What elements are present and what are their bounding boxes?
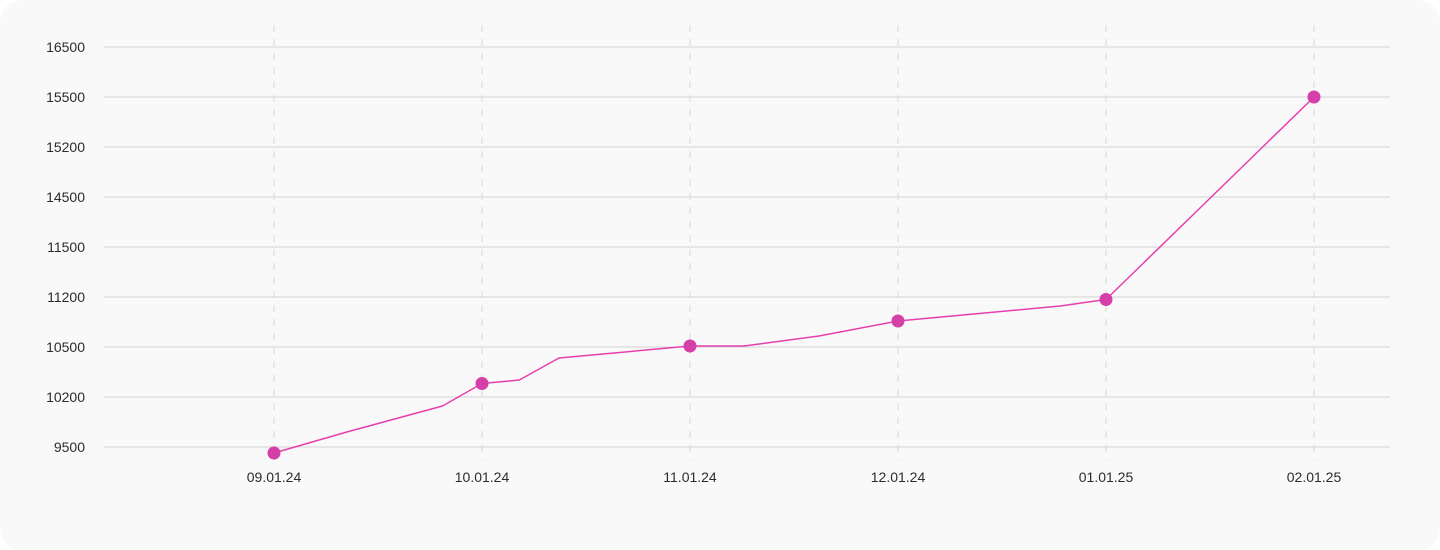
data-point	[1099, 293, 1113, 306]
data-point	[475, 377, 489, 390]
y-tick-label: 16500	[46, 39, 85, 55]
data-point	[1307, 90, 1321, 104]
y-tick-label: 11200	[47, 289, 85, 305]
x-tick-label: 09.01.24	[247, 469, 302, 485]
y-tick-label: 15500	[46, 89, 85, 105]
y-tick-label: 14500	[46, 189, 85, 205]
y-tick-label: 9500	[54, 439, 85, 455]
x-tick-label: 02.01.25	[1287, 469, 1342, 485]
data-point	[267, 446, 281, 460]
y-tick-label: 15200	[46, 139, 85, 155]
data-point	[891, 314, 905, 328]
data-point	[683, 339, 697, 353]
y-tick-label: 10200	[46, 389, 85, 405]
y-tick-label: 11500	[47, 239, 85, 255]
series-line	[273, 96, 1315, 454]
x-tick-label: 01.01.25	[1079, 469, 1134, 485]
x-tick-label: 12.01.24	[871, 469, 926, 485]
x-tick-label: 10.01.24	[455, 469, 510, 485]
y-tick-label: 10500	[46, 339, 85, 355]
x-tick-label: 11.01.24	[663, 469, 717, 485]
